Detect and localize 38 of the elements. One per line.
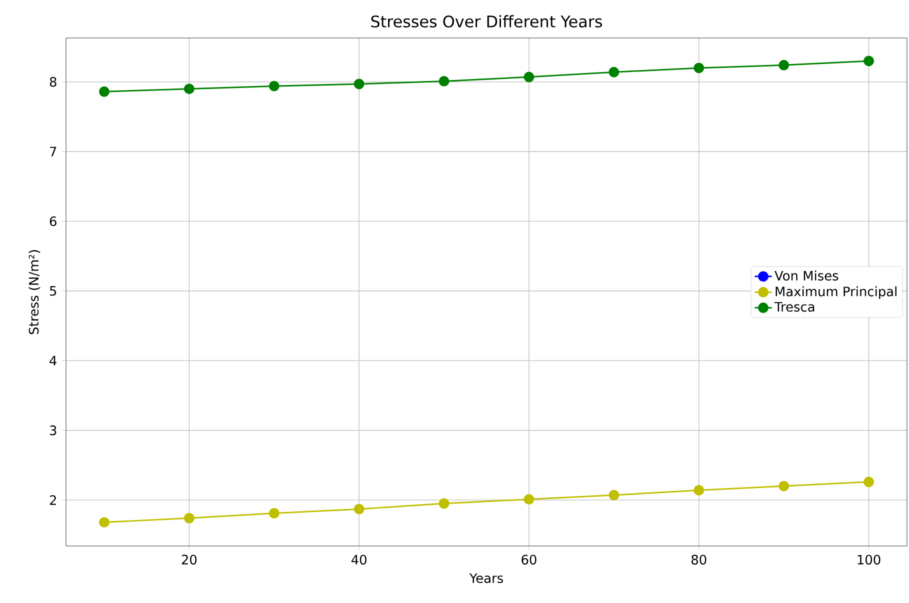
point [524,494,534,505]
y-axis-title: Stress (N/m²) [28,250,40,334]
point [778,60,790,70]
point [184,84,194,94]
point [268,80,280,92]
point [694,62,704,74]
point [608,490,620,500]
point [98,86,110,97]
point [778,480,790,492]
legend-label: Tresca [774,302,814,312]
legend-label: Maximum Principal [776,286,896,299]
y-tick-label: 8 [50,77,56,87]
x-tick-label: 100 [858,554,880,565]
point [864,56,874,66]
point [864,476,874,488]
legend-label: Von Mises [774,270,838,281]
point [524,72,534,82]
y-tick-label: 5 [50,286,56,296]
point [354,504,364,514]
y-tick-label: 3 [50,425,56,436]
point [438,76,450,86]
y-tick-label: 2 [50,495,56,505]
point [268,508,280,518]
point [184,512,194,524]
y-tick-label: 4 [50,356,57,366]
point [608,66,620,78]
point [694,485,704,496]
x-tick-label: 80 [692,554,706,565]
chart-title: Stresses Over Different Years [371,15,602,28]
y-tick-label: 6 [50,216,56,226]
x-tick-label: 60 [522,554,536,565]
y-tick-label: 7 [50,146,56,156]
point [98,517,110,528]
x-tick-label: 20 [182,554,197,565]
point [438,498,450,509]
x-axis-title: Years [469,573,503,584]
x-tick-label: 40 [351,554,366,565]
point [354,78,364,90]
